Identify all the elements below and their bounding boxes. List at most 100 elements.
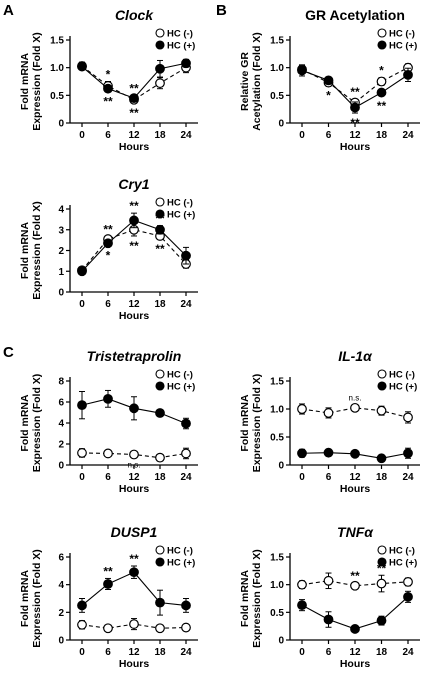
legend-marker — [377, 28, 387, 38]
data-point-hc-plus — [155, 63, 165, 74]
y-tick-label: 0 — [278, 636, 284, 647]
significance-star: ** — [103, 223, 113, 237]
data-point-hc-minus — [350, 580, 360, 591]
y-tick-label: 0.5 — [270, 608, 284, 619]
x-tick-label: 12 — [128, 472, 140, 483]
legend-marker — [377, 557, 387, 567]
significance-star: ** — [350, 85, 360, 99]
y-tick-label: 2 — [58, 608, 64, 619]
y-tick-label: 0.5 — [270, 433, 284, 444]
data-point-hc-plus — [77, 61, 87, 72]
data-point-hc-plus — [129, 215, 139, 226]
significance-star: ** — [129, 552, 139, 566]
data-point-hc-plus — [376, 87, 387, 98]
data-point-hc-minus — [376, 578, 387, 589]
y-axis-label: Fold mRNA — [239, 570, 251, 628]
y-axis-label: Fold mRNA — [19, 53, 31, 111]
data-point-hc-plus — [323, 75, 334, 86]
chart-title: Cry1 — [118, 176, 149, 192]
y-tick-label: 8 — [58, 377, 64, 388]
legend-marker — [155, 40, 165, 50]
data-point-hc-minus — [181, 448, 191, 459]
data-point-hc-plus — [181, 600, 191, 611]
y-tick-label: 0 — [58, 636, 64, 647]
legend-label: HC (+) — [167, 210, 195, 221]
x-tick-label: 0 — [79, 472, 85, 483]
x-tick-label: 6 — [326, 472, 332, 483]
significance-star: ** — [129, 81, 139, 95]
chart-title: Clock — [115, 7, 154, 23]
significance-star: ** — [155, 242, 165, 256]
y-tick-label: 1.0 — [270, 580, 284, 591]
x-axis-label: Hours — [340, 658, 370, 670]
y-axis-label: Relative GR — [239, 52, 251, 111]
x-tick-label: 24 — [180, 130, 192, 141]
y-axis-label: Fold mRNA — [239, 394, 251, 452]
y-tick-label: 1.0 — [270, 405, 284, 416]
data-point-hc-plus — [350, 448, 360, 459]
significance-star: ** — [103, 564, 113, 578]
y-tick-label: 1.5 — [270, 377, 284, 388]
data-point-hc-minus — [77, 619, 87, 630]
x-tick-label: 6 — [326, 647, 332, 658]
data-point-hc-minus — [103, 448, 113, 459]
data-point-hc-minus — [376, 405, 387, 416]
x-tick-label: 0 — [299, 130, 305, 141]
legend-marker — [377, 40, 387, 50]
data-point-hc-plus — [103, 393, 113, 404]
x-tick-label: 6 — [105, 472, 111, 483]
legend-marker — [155, 545, 165, 555]
legend-label: HC (-) — [389, 370, 415, 381]
y-tick-label: 1.5 — [270, 553, 284, 564]
data-point-hc-plus — [155, 224, 165, 235]
data-point-hc-minus — [155, 623, 165, 634]
x-tick-label: 18 — [154, 299, 166, 310]
data-point-hc-plus — [323, 614, 334, 625]
x-tick-label: 6 — [105, 130, 111, 141]
x-tick-label: 12 — [349, 647, 361, 658]
y-axis-label: Fold mRNA — [19, 222, 31, 280]
y-tick-label: 4 — [58, 419, 64, 430]
x-tick-label: 12 — [349, 130, 361, 141]
significance-star: * — [326, 88, 331, 102]
data-point-hc-plus — [181, 250, 191, 261]
chart-5: IL-1α 0 0.5 1.0 1.5 0 6 12 18 24 Hours Fold mRNA Exp… — [239, 348, 420, 495]
data-point-hc-plus — [350, 624, 360, 634]
x-axis-label: Hours — [119, 141, 149, 153]
y-tick-label: 1.0 — [50, 63, 64, 74]
data-point-hc-minus — [403, 412, 413, 423]
data-point-hc-plus — [297, 448, 307, 459]
legend-label: HC (+) — [389, 41, 417, 52]
data-point-hc-plus — [323, 447, 334, 458]
y-tick-label: 6 — [58, 398, 64, 409]
legend-label: HC (-) — [167, 29, 193, 40]
y-axis-label: Expression (Fold X) — [31, 549, 43, 648]
chart-1: Clock 0 0.5 1.0 1.5 0 6 12 18 24 Hours Fold mRNA Exp… — [19, 7, 198, 153]
data-point-hc-plus — [155, 597, 165, 608]
data-point-hc-plus — [155, 408, 165, 418]
x-axis-label: Hours — [119, 658, 149, 670]
legend-marker — [155, 209, 165, 219]
chart-title: TNFα — [337, 524, 374, 540]
data-point-hc-minus — [155, 78, 165, 89]
chart-7: TNFα 0 0.5 1.0 1.5 0 6 12 18 24 Hours Fold mRNA Expr… — [239, 524, 420, 670]
y-tick-label: 0 — [278, 461, 284, 472]
x-tick-label: 18 — [154, 472, 166, 483]
data-point-hc-minus — [350, 402, 360, 413]
y-tick-label: 2 — [58, 440, 64, 451]
legend-label: HC (+) — [389, 558, 417, 569]
data-point-hc-minus — [77, 448, 87, 458]
significance-star: ** — [377, 561, 387, 575]
series-line — [301, 580, 409, 587]
data-point-hc-minus — [103, 623, 113, 634]
y-tick-label: 4 — [58, 580, 64, 591]
x-tick-label: 0 — [79, 647, 85, 658]
x-axis-label: Hours — [119, 310, 149, 322]
legend-marker — [377, 545, 387, 555]
y-axis-label: Acetylation (Fold X) — [251, 32, 263, 131]
data-point-hc-minus — [323, 575, 334, 586]
significance-star: * — [106, 249, 111, 263]
